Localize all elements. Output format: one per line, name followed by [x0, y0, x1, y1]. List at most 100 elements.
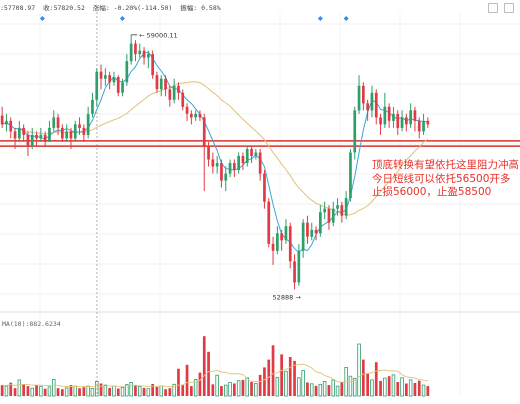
candle-body [61, 127, 64, 139]
candle-body [370, 92, 374, 111]
low-price-label: 52888 → [273, 293, 302, 301]
candle-body [288, 226, 292, 262]
candle-body [258, 152, 262, 174]
event-marker-icon [39, 16, 45, 21]
volume-bar [335, 385, 340, 397]
volume-bar [293, 360, 296, 396]
volume-ma-line [2, 363, 428, 388]
candle-body [314, 229, 318, 234]
volume-bar [228, 382, 232, 397]
volume-bar [103, 384, 108, 397]
volume-bar [146, 388, 151, 397]
volume-bar [288, 357, 292, 396]
volume-bar [362, 359, 365, 396]
candle-body [30, 134, 34, 146]
volume-bar [181, 385, 185, 396]
candle-body [151, 54, 154, 76]
volume-bar [99, 383, 103, 396]
candle-body [280, 233, 283, 241]
candle-body [73, 124, 77, 139]
analysis-annotation: 顶底转换有望依托这里阻力冲高 今日短线可以依托56500开多 止损56000，止… [372, 159, 519, 200]
candle-body [190, 113, 193, 118]
high-price-label: ← 59000.11 [139, 31, 178, 39]
candle-body [263, 173, 266, 202]
candle-body [177, 85, 180, 93]
candle-body [35, 134, 38, 139]
volume-bar [108, 387, 111, 396]
volume-bar [374, 362, 378, 396]
candle-body [147, 54, 150, 58]
volume-bar [78, 388, 81, 396]
candle-body [344, 198, 348, 216]
volume-bar [297, 377, 301, 397]
candle-body [297, 250, 301, 283]
volume-bar [236, 380, 241, 397]
candle-body [396, 113, 400, 128]
volume-bar [17, 379, 22, 397]
candle-body [26, 134, 30, 146]
volume-bar [125, 384, 129, 397]
candle-body [48, 127, 51, 142]
volume-bar [120, 386, 125, 397]
candle-body [392, 113, 395, 121]
candle-body [413, 110, 417, 121]
candle-body [164, 78, 167, 90]
volume-bar [318, 383, 323, 397]
volume-bar [69, 385, 73, 396]
candle-body [422, 120, 425, 132]
candle-body [409, 110, 412, 125]
volume-bar [177, 368, 180, 396]
settings-icon[interactable] [504, 3, 514, 13]
volume-bar [271, 345, 275, 396]
candle-body [207, 145, 210, 160]
screenshot-icon[interactable] [488, 3, 498, 13]
volume-bar [30, 387, 34, 397]
volume-bar [73, 385, 78, 397]
volume-ma-label: MA(10):882.6234 [2, 320, 61, 328]
candle-body [155, 75, 159, 90]
volume-bar [348, 375, 353, 397]
candle-body [405, 117, 408, 125]
candle-body [172, 85, 176, 100]
volume-bar [155, 386, 159, 396]
candle-body [13, 131, 17, 139]
candle-body [185, 106, 189, 114]
volume-bar [47, 386, 52, 397]
volume-bar [322, 380, 327, 397]
volume-bar [185, 364, 189, 396]
volume-bar [267, 359, 271, 396]
volume-bar [391, 374, 396, 397]
volume-bar [86, 385, 90, 397]
volume-bar [142, 387, 146, 396]
volume-bar [241, 379, 245, 396]
volume-bar [13, 388, 17, 396]
candle-body [357, 85, 361, 111]
candle-body [125, 61, 129, 83]
volume-bar [383, 377, 387, 397]
candle-body [336, 205, 339, 209]
volume-bar [396, 382, 400, 396]
candle-body [181, 92, 185, 107]
candle-body [310, 229, 314, 237]
event-marker-icon [343, 16, 349, 21]
close-value: 收:57820.52 [43, 4, 85, 12]
candle-body [340, 205, 344, 216]
volume-bar [309, 383, 314, 397]
candle-body [82, 127, 86, 135]
volume-bar [421, 384, 426, 397]
candle-body [65, 131, 68, 139]
annotation-line-3: 止损56000，止盈58500 [372, 186, 492, 198]
volume-bar [408, 379, 413, 397]
candle-body [400, 117, 404, 128]
candle-body [86, 113, 90, 135]
candle-body [56, 117, 60, 128]
volume-bar [405, 383, 408, 396]
candle-body [250, 149, 253, 156]
volume-bar [116, 388, 120, 396]
candle-body [245, 149, 249, 163]
volume-bar [164, 389, 167, 396]
volume-bar [250, 382, 253, 396]
candle-body [52, 117, 56, 128]
